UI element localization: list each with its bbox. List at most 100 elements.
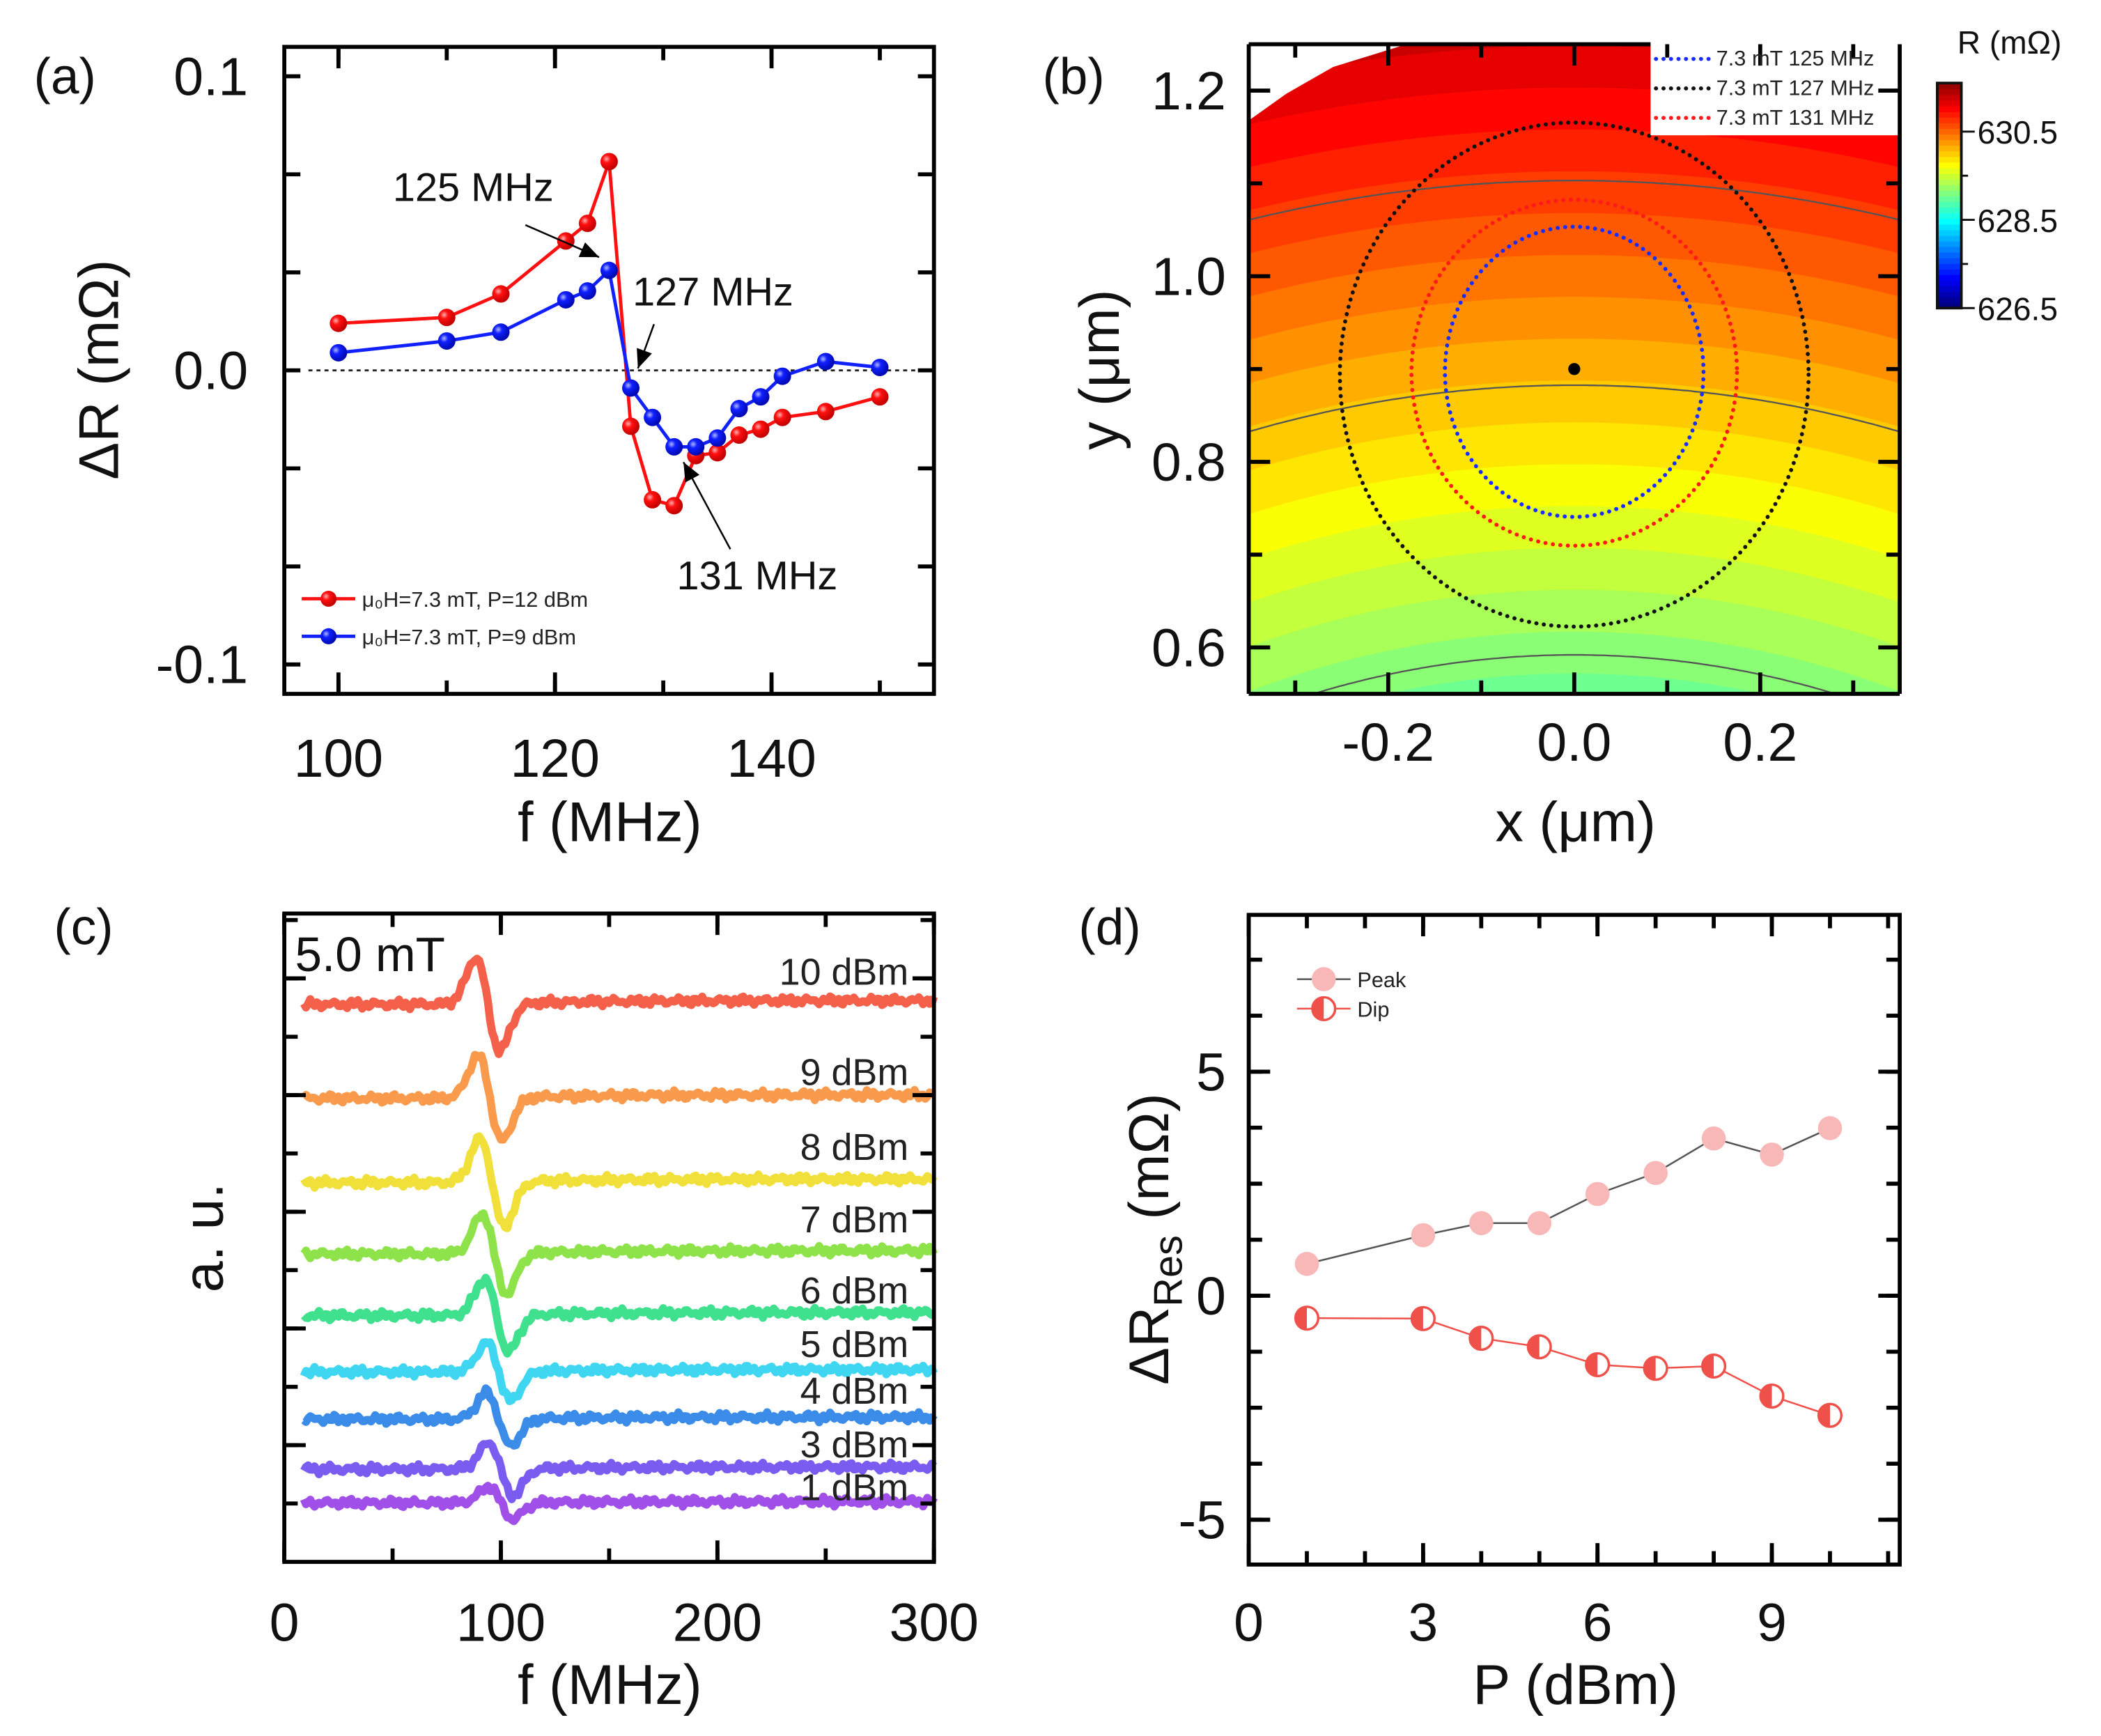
legend-a-label-blue: μ₀H=7.3 mT, P=9 dBm (362, 625, 576, 649)
data-point (644, 490, 662, 509)
trace-1-dBm (300, 1482, 938, 1526)
masked-region (1248, 44, 1407, 121)
trace-9-dBm (300, 1051, 936, 1144)
trace-3-dBm (300, 1439, 938, 1503)
data-point (752, 420, 770, 438)
series-line-blue (338, 267, 881, 449)
data-point (773, 367, 791, 385)
data-point (708, 444, 727, 462)
colorbar-segment (1937, 111, 1962, 118)
x-tick-label: 100 (294, 729, 383, 789)
trace-7-dBm (300, 1209, 938, 1299)
trace-label: 10 dBm (780, 951, 909, 993)
data-point (665, 437, 683, 456)
legend-d-label-dip: Dip (1357, 997, 1389, 1021)
panel-d-chart: 0 3 6 9-505 (1179, 913, 1902, 1652)
trace-6-dBm (301, 1273, 936, 1358)
ylabel-unit: (mΩ) (1118, 1093, 1181, 1235)
panel-c-xlabel: f (MHz) (518, 1654, 702, 1716)
data-point-peak (1294, 1252, 1319, 1276)
panel-a-chart: 100 120 140 -0.1 0.0 0.1 (156, 45, 936, 789)
panel-c-chart: 10 dBm 9 dBm 8 dBm 7 dBm 6 dBm 5 dBm 4 dBm 3 dB… (270, 911, 979, 1652)
colorbar-segment (1937, 257, 1962, 264)
colorbar-segment (1937, 133, 1962, 141)
data-point (437, 332, 456, 350)
data-point-peak (1527, 1211, 1552, 1236)
data-point (665, 497, 683, 515)
data-point (557, 290, 575, 309)
colorbar-tick-label: 626.5 (1978, 291, 2058, 327)
colorbar-segment (1937, 105, 1962, 112)
data-point-peak (1469, 1211, 1494, 1236)
annotation-125mhz: 125 MHz (393, 165, 554, 210)
data-point-dip-half (1760, 1384, 1772, 1408)
trace-8-dBm (300, 1132, 938, 1232)
contour-ellipse-127 (1338, 121, 1811, 629)
x-tick-label: 3 (1409, 1592, 1439, 1652)
colorbar-segment (1937, 83, 1962, 90)
x-tick-label: 0.2 (1723, 713, 1797, 773)
colorbar-tick-label: 630.5 (1978, 114, 2058, 150)
heatmap-band (1248, 631, 1900, 695)
colorbar-segment (1937, 218, 1962, 225)
data-point-dip-half (1586, 1353, 1598, 1377)
x-tick-label: 300 (890, 1592, 979, 1652)
annotation-131mhz: 131 MHz (677, 554, 838, 598)
y-tick-label: 0.8 (1152, 433, 1226, 493)
data-point (730, 426, 748, 444)
trace-label: 7 dBm (800, 1199, 909, 1241)
panel-label-a: (a) (34, 49, 96, 105)
data-point (708, 429, 727, 447)
panel-label-d: (d) (1078, 899, 1140, 956)
data-point (330, 314, 348, 332)
data-point (622, 417, 640, 435)
panel-a-xlabel: f (MHz) (518, 791, 702, 854)
colorbar-segment (1937, 195, 1962, 202)
data-point (600, 261, 618, 279)
colorbar-segment (1937, 251, 1962, 258)
colorbar-segment (1937, 184, 1962, 191)
panel-d-ylabel: ΔRRes (mΩ) (1118, 1093, 1191, 1385)
data-point (730, 400, 748, 418)
annotation-arrow-head (683, 462, 700, 483)
data-point (752, 388, 770, 406)
colorbar-segment (1937, 240, 1962, 247)
colorbar-segment (1937, 285, 1962, 293)
data-point-peak (1760, 1142, 1784, 1167)
colorbar-segment (1937, 224, 1962, 231)
data-point-dip-half (1411, 1307, 1423, 1331)
trace-label: 1 dBm (800, 1467, 909, 1509)
heatmap-field (1248, 44, 1900, 695)
legend-d-label-peak: Peak (1357, 968, 1406, 992)
data-point-dip-half (1528, 1335, 1540, 1358)
colorbar-segment (1937, 291, 1962, 298)
ylabel-sub: Res (1146, 1235, 1191, 1307)
colorbar-segment (1937, 94, 1962, 101)
legend-marker (320, 628, 337, 644)
trace-label: 9 dBm (800, 1051, 909, 1093)
colorbar-segment (1937, 173, 1962, 180)
trace-label: 8 dBm (800, 1126, 909, 1168)
contour-ellipse-131 (1409, 197, 1739, 548)
y-tick-label: 0.6 (1152, 618, 1226, 678)
colorbar-segment (1937, 156, 1962, 163)
y-tick-label: -5 (1179, 1490, 1226, 1550)
x-tick-label: 120 (511, 729, 600, 789)
colorbar-segment (1937, 229, 1962, 236)
colorbar-segment (1937, 88, 1962, 95)
annotation-127mhz: 127 MHz (633, 270, 793, 314)
panel-b-ylabel: y (μm) (1069, 290, 1131, 450)
panel-c-ylabel: a. u. (173, 1183, 235, 1292)
data-point (687, 437, 705, 456)
y-tick-label: -0.1 (156, 635, 249, 695)
colorbar-segment (1937, 162, 1962, 169)
colorbar-segment (1937, 150, 1962, 157)
x-tick-label: 0.0 (1537, 713, 1611, 773)
colorbar-segment (1937, 263, 1962, 270)
data-point (492, 285, 510, 303)
data-point-peak (1643, 1161, 1668, 1186)
data-point (644, 408, 662, 426)
x-tick-label: 200 (673, 1592, 762, 1652)
trace-10-dBm (300, 954, 938, 1058)
